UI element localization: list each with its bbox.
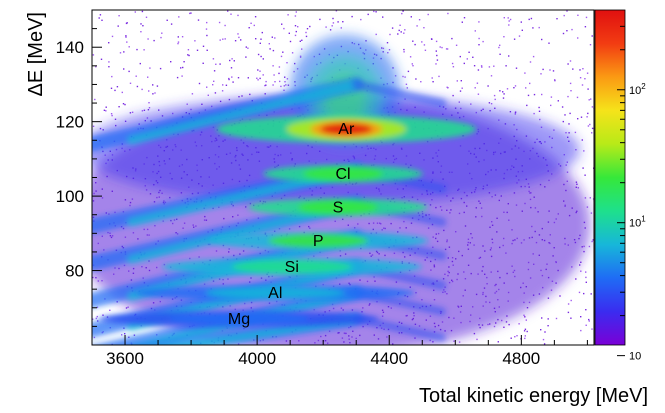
x-tick-label: 4800 — [502, 349, 540, 368]
band-label-cl: Cl — [335, 166, 350, 183]
y-axis: 80 100 120 140 — [56, 28, 102, 327]
density-layer — [92, 10, 594, 345]
y-tick-label: 100 — [56, 187, 84, 206]
x-tick-label: 3600 — [106, 349, 144, 368]
band-label-s: S — [333, 199, 344, 216]
band-label-al: Al — [268, 285, 282, 302]
colorbar — [594, 9, 626, 346]
band-label-p: P — [313, 233, 324, 250]
x-axis: 3600 4000 4400 4800 — [106, 335, 588, 368]
band-label-mg: Mg — [228, 311, 250, 328]
colorbar-tick-label: 101 — [629, 215, 646, 230]
y-tick-label: 120 — [56, 113, 84, 132]
y-tick-label: 140 — [56, 38, 84, 57]
band-blob-layer — [98, 115, 477, 327]
band-label-ar: Ar — [338, 121, 355, 138]
y-axis-title: ΔE [MeV] — [25, 12, 47, 97]
x-tick-label: 4000 — [238, 349, 276, 368]
band-label-si: Si — [285, 259, 299, 276]
colorbar-axis: 102 101 10 — [617, 25, 646, 363]
y-tick-label: 80 — [65, 262, 84, 281]
colorbar-tick-label: 10 — [629, 351, 641, 363]
x-tick-label: 4400 — [370, 349, 408, 368]
colorbar-tick-label: 102 — [629, 82, 646, 97]
x-axis-title: Total kinetic energy [MeV] — [419, 385, 648, 407]
